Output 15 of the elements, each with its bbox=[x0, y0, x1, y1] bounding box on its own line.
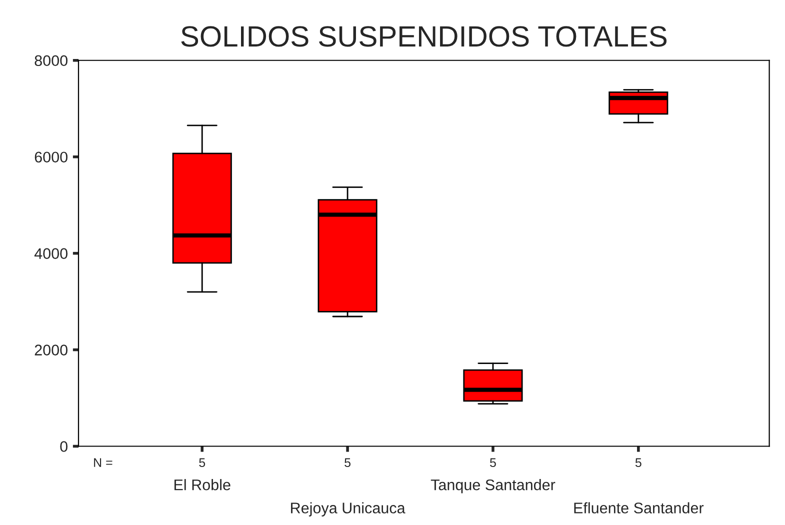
x-tick-label: Efluente Santander bbox=[574, 502, 704, 514]
y-tick-label: 6000 bbox=[34, 152, 68, 163]
y-tick-label: 2000 bbox=[34, 344, 68, 356]
text: 5 bbox=[199, 458, 206, 468]
text: 5 bbox=[490, 458, 496, 468]
x-tick-label: Tanque Santander bbox=[430, 479, 556, 494]
y-tick-label: 4000 bbox=[34, 248, 68, 259]
text: N = bbox=[94, 458, 112, 467]
text: 5 bbox=[635, 458, 642, 468]
x-tick-label: El Roble bbox=[174, 479, 230, 490]
y-tick-label: 8000 bbox=[34, 55, 68, 66]
chart-title: SOLIDOS SUSPENDIDOS TOTALES bbox=[181, 26, 667, 47]
x-tick-label: Rejoya Unicauca bbox=[291, 502, 406, 516]
y-tick-label: 0 bbox=[60, 441, 68, 452]
text: 5 bbox=[344, 458, 350, 468]
